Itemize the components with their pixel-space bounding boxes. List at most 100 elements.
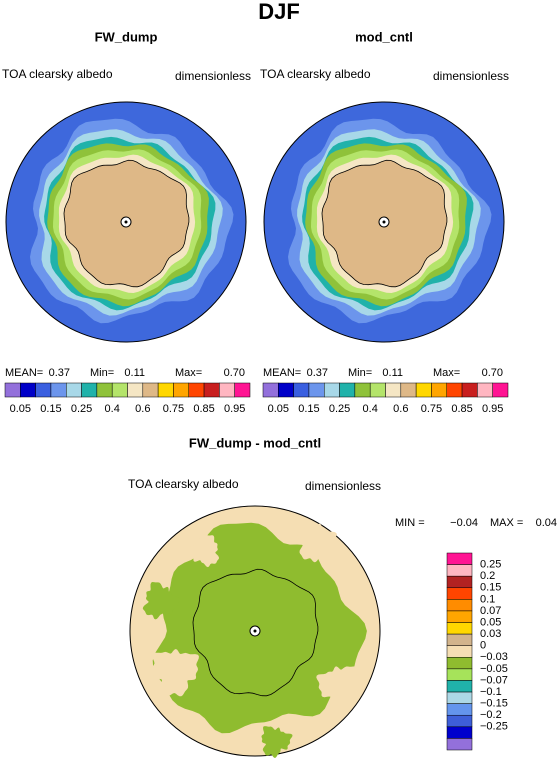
colorbar-box (142, 382, 159, 398)
colorbar-label: 0.85 (451, 403, 472, 415)
map-contour (152, 522, 367, 734)
colorbar-label: −0.25 (480, 721, 508, 733)
colorbar-box (50, 382, 67, 398)
colorbar-label: 0.25 (71, 403, 92, 415)
stat-label: Min= (90, 367, 114, 379)
colorbar-label: 0.4 (363, 403, 378, 415)
colorbar-label: 0.15 (480, 582, 501, 594)
variable-name: TOA clearsky albedo (2, 67, 113, 81)
colorbar-box (446, 691, 473, 704)
colorbar-box (446, 703, 473, 716)
colorbar-box (324, 382, 340, 398)
map-contour (152, 649, 199, 697)
stat-value: 0.37 (49, 367, 70, 379)
colorbar-box (400, 382, 417, 398)
colorbar-box (173, 382, 189, 398)
colorbar-label: 0.07 (480, 605, 501, 617)
stat-value: 0.70 (482, 367, 503, 379)
colorbar-box (262, 382, 279, 398)
map-contour (261, 726, 293, 758)
colorbar-box (4, 382, 21, 398)
stat-value: 0.11 (382, 367, 403, 379)
colorbar-box (446, 610, 473, 623)
colorbar-box (66, 382, 82, 398)
pole-dot (124, 220, 128, 224)
colorbar-box (477, 382, 493, 398)
colorbar-box (111, 382, 128, 398)
colorbar-label: −0.03 (480, 651, 508, 663)
stat-value: 0.70 (224, 367, 245, 379)
colorbar-label: −0.07 (480, 674, 508, 686)
stat-label: Max= (433, 367, 460, 379)
colorbar-box (446, 552, 473, 565)
colorbar-box (203, 382, 220, 398)
colorbar-box (446, 575, 473, 589)
stat-value: −0.04 (450, 517, 478, 529)
colorbar-box (35, 382, 52, 398)
stat-value: 0.37 (307, 367, 328, 379)
colorbar-box (446, 726, 473, 739)
colorbar-box (461, 382, 478, 398)
stat-label: Min= (348, 367, 372, 379)
colorbar-box (446, 599, 473, 612)
map-contour (192, 568, 319, 697)
colorbar-box (81, 382, 98, 398)
colorbar-label: 0.15 (40, 403, 61, 415)
stat-label: MEAN= (5, 367, 43, 379)
colorbar-label: 0.25 (329, 403, 350, 415)
colorbar-label: 0.05 (10, 403, 31, 415)
colorbar-label: 0 (480, 640, 486, 652)
stat-label: MEAN= (263, 367, 301, 379)
variable-name: TOA clearsky albedo (128, 477, 239, 491)
colorbar-label: 0.03 (480, 628, 501, 640)
stat-label: Max= (175, 367, 202, 379)
colorbar-label: 0.25 (480, 558, 501, 570)
colorbar-label: 0.6 (393, 403, 408, 415)
colorbar-box (415, 382, 432, 398)
colorbar-box (188, 382, 205, 398)
figure-title: DJF (258, 0, 300, 24)
colorbar-label: 0.95 (482, 403, 503, 415)
colorbar-label: 0.1 (480, 593, 495, 605)
colorbar-box (446, 633, 473, 646)
units: dimensionless (175, 69, 251, 83)
units: dimensionless (305, 479, 381, 493)
stat-label: MAX = (490, 517, 523, 529)
colorbar-box (446, 645, 473, 658)
colorbar-box (446, 382, 463, 398)
colorbar-box (492, 382, 509, 398)
colorbar-box (446, 680, 473, 693)
colorbar-box (446, 738, 473, 751)
variable-name: TOA clearsky albedo (260, 67, 371, 81)
colorbar-box (96, 382, 113, 398)
colorbar-box (278, 382, 294, 398)
stat-label: MIN = (395, 517, 425, 529)
colorbar-box (446, 714, 473, 728)
colorbar-box (308, 382, 325, 398)
colorbar-box (339, 382, 356, 398)
colorbar-box (219, 382, 235, 398)
colorbar-box (446, 587, 473, 600)
colorbar-box (293, 382, 310, 398)
units: dimensionless (433, 69, 509, 83)
map-contour (316, 666, 360, 710)
colorbar-label: 0.2 (480, 570, 495, 582)
map-contour (297, 522, 337, 563)
pole-dot (382, 220, 386, 224)
colorbar-label: 0.75 (421, 403, 442, 415)
colorbar-label: 0.95 (224, 403, 245, 415)
colorbar-label: −0.15 (480, 698, 508, 710)
colorbar-box (369, 382, 386, 398)
colorbar-box (234, 382, 251, 398)
colorbar-label: −0.2 (480, 709, 502, 721)
colorbar-box (446, 622, 473, 635)
colorbar-label: 0.75 (163, 403, 184, 415)
map-contour (142, 582, 181, 620)
colorbar-label: −0.05 (480, 663, 508, 675)
colorbar-box (157, 382, 174, 398)
colorbar-label: −0.1 (480, 686, 502, 698)
colorbar-label: 0.05 (268, 403, 289, 415)
colorbar-label: 0.15 (298, 403, 319, 415)
panel-title: mod_cntl (355, 29, 413, 44)
colorbar-box (446, 564, 473, 577)
